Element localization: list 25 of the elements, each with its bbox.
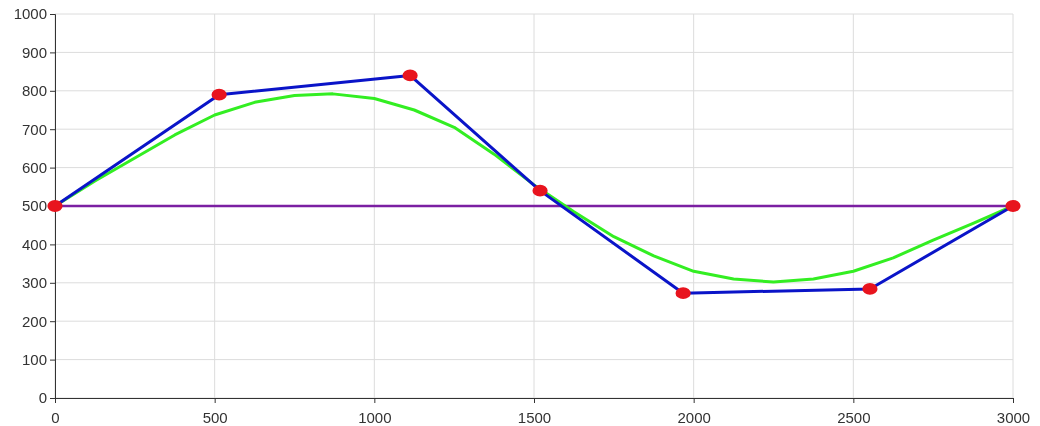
- x-tick-label: 2000: [677, 408, 711, 426]
- y-tick-label: 0: [38, 389, 47, 407]
- x-tick-label: 2500: [837, 408, 871, 426]
- y-tick-label: 900: [21, 43, 47, 61]
- y-tick-label: 800: [21, 82, 47, 100]
- y-tick-label: 300: [21, 274, 47, 292]
- x-tick-label: 3000: [996, 408, 1031, 426]
- y-tick-label: 1000: [13, 5, 47, 23]
- point: [532, 184, 548, 197]
- y-tick-label: 100: [21, 350, 47, 368]
- point: [1005, 200, 1021, 212]
- x-tick-label: 500: [202, 408, 228, 426]
- y-tick-label: 600: [21, 158, 47, 176]
- point: [862, 283, 878, 295]
- y-tick-label: 200: [21, 312, 47, 330]
- point: [47, 200, 63, 212]
- point: [211, 88, 227, 101]
- y-tick-label: 700: [21, 120, 47, 138]
- x-tick-label: 1000: [358, 408, 392, 426]
- point: [675, 287, 691, 300]
- y-tick-label: 400: [21, 235, 47, 253]
- x-tick-label: 0: [51, 408, 60, 426]
- point: [402, 69, 418, 82]
- y-tick-label: 500: [21, 197, 47, 215]
- x-tick-label: 1500: [517, 408, 552, 426]
